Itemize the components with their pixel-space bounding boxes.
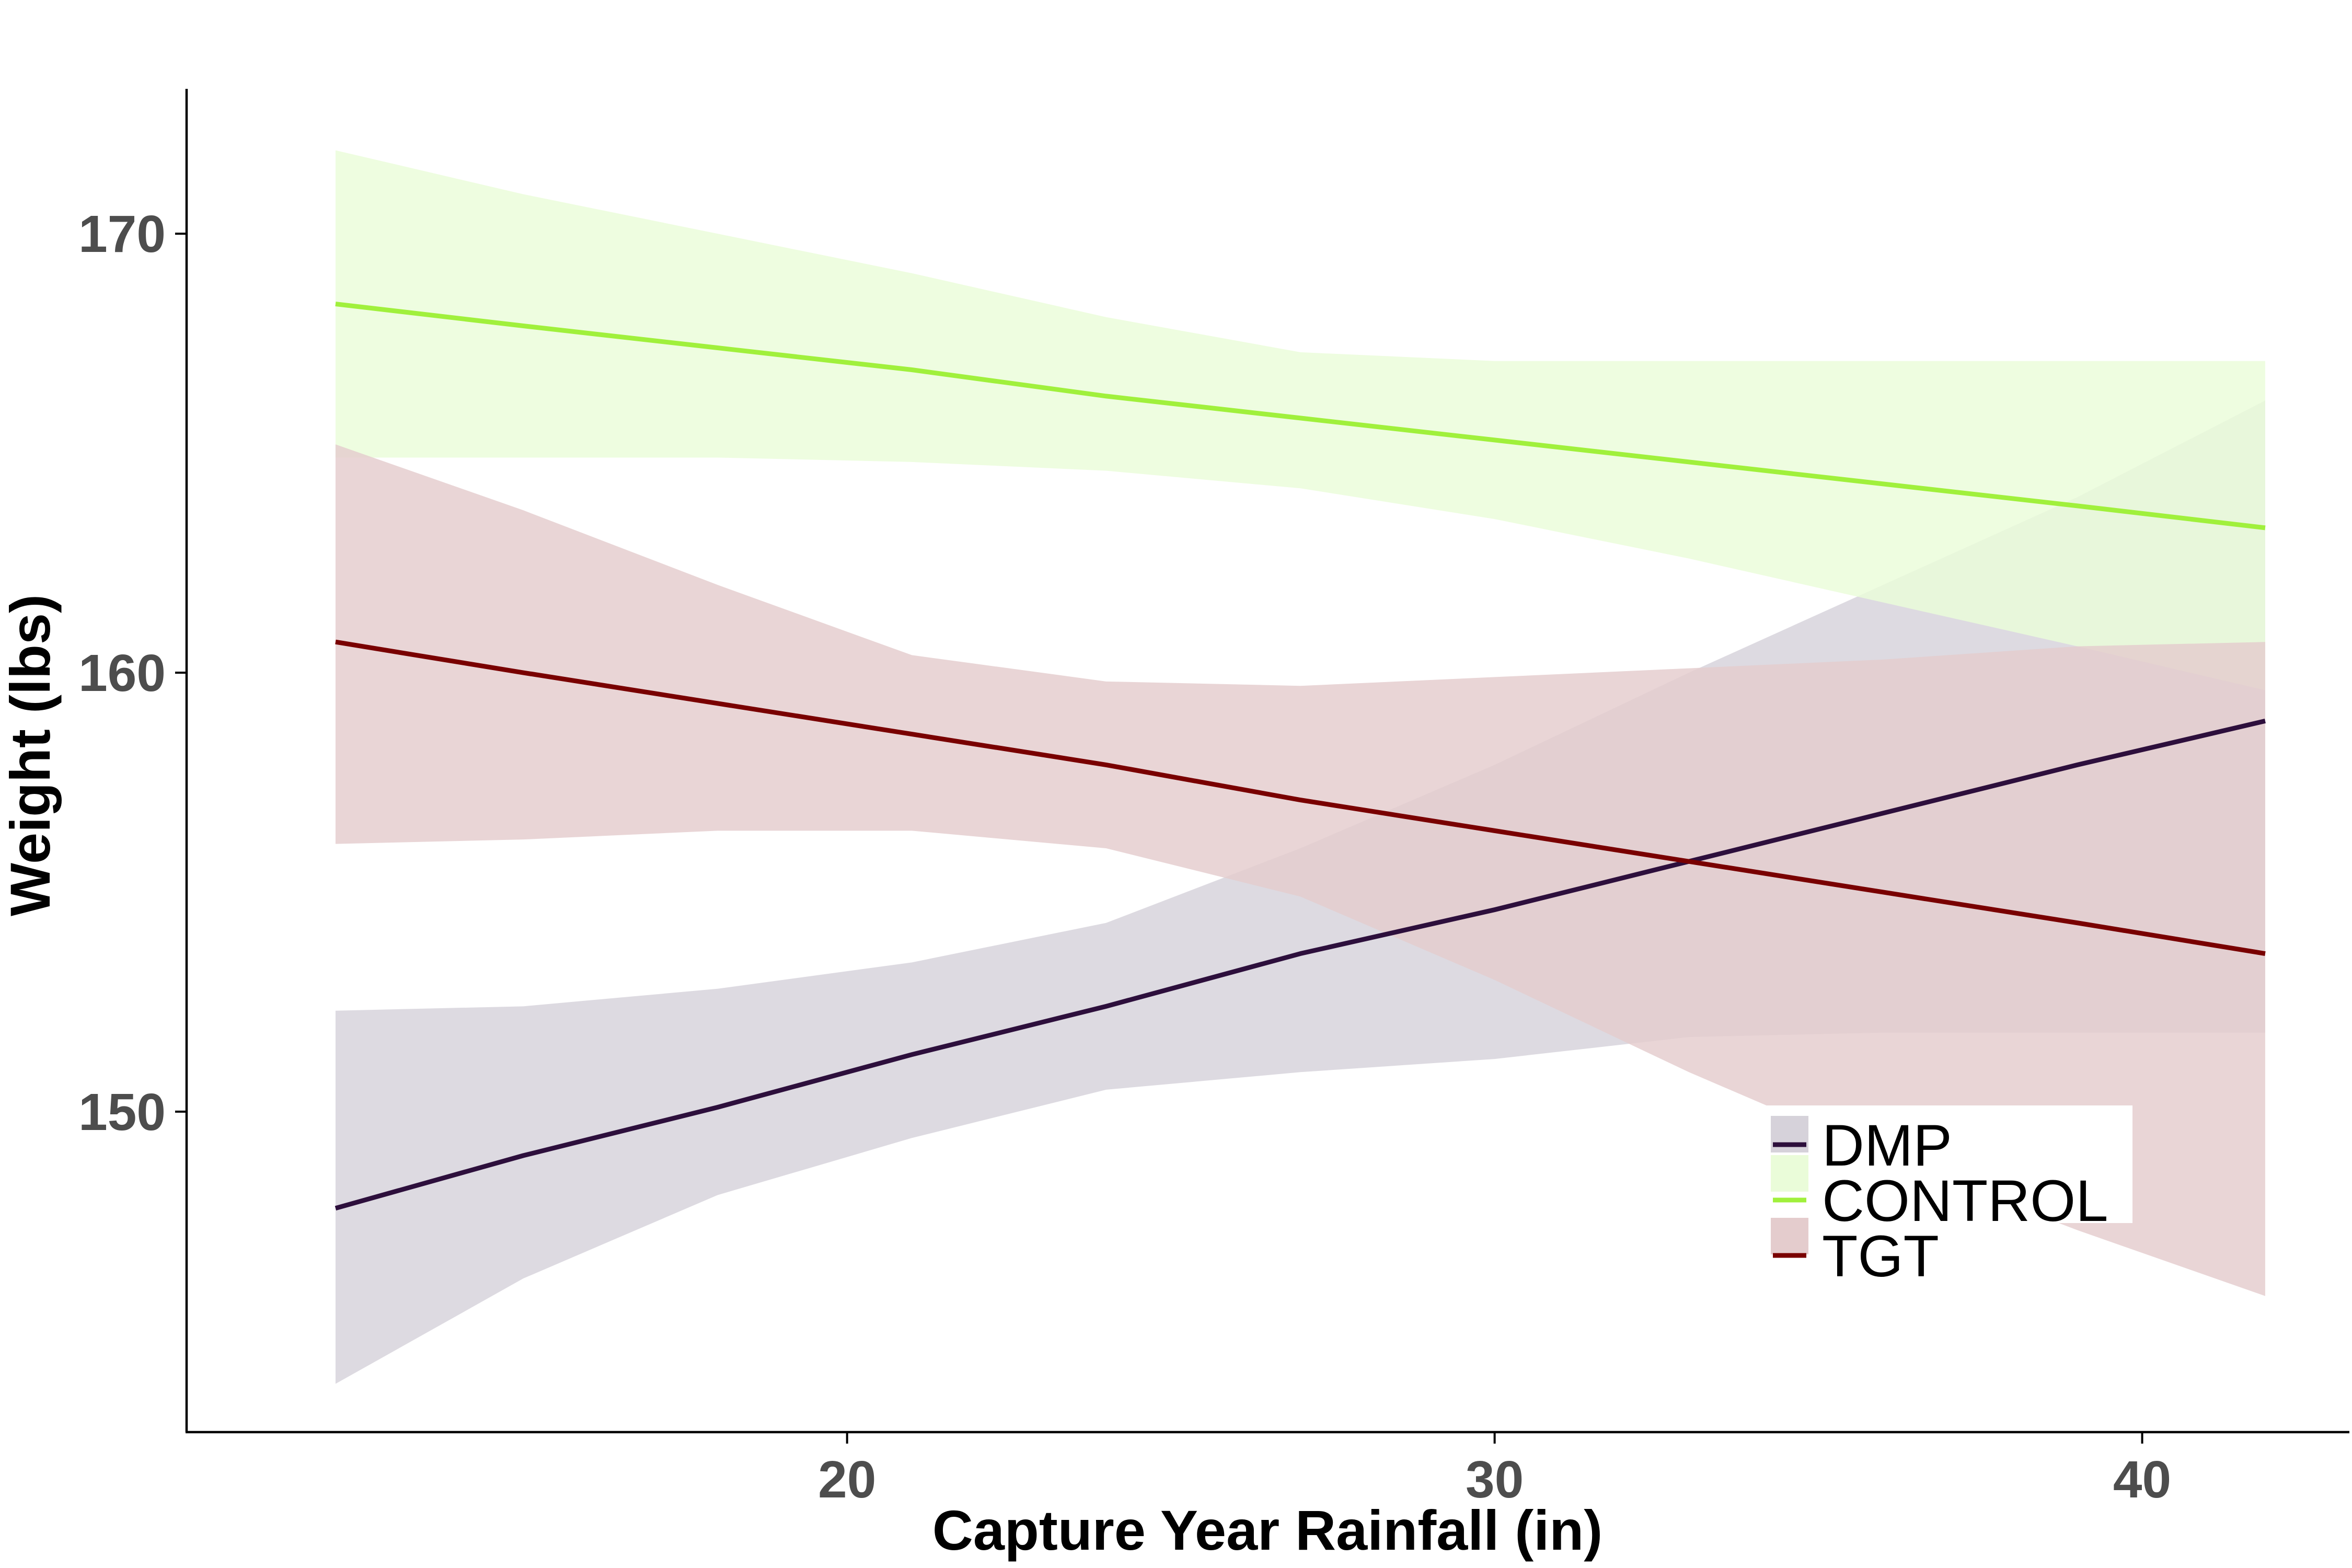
x-tick-label: 40 (2113, 1450, 2171, 1509)
ticks: 150 160 170 20 30 40 (78, 205, 2171, 1509)
y-axis-title: Weight (lbs) (0, 594, 62, 916)
series-lines (335, 302, 2266, 1210)
y-tick-label: 160 (78, 644, 166, 702)
x-tick-label: 20 (818, 1450, 876, 1509)
confidence-band-tgt (335, 444, 2265, 1296)
x-tick-label: 30 (1466, 1450, 1524, 1509)
legend-label-dmp: DMP (1822, 1113, 1952, 1178)
y-tick-label: 150 (78, 1083, 166, 1142)
legend-item-dmp: DMP (1771, 1113, 1952, 1178)
legend-band-swatch-tgt (1771, 1218, 1808, 1254)
y-tick-label: 170 (78, 205, 166, 263)
legend-band-swatch-control (1771, 1155, 1808, 1192)
series-line-tgt (335, 639, 2266, 956)
legend-label-control: CONTROL (1822, 1168, 2108, 1233)
legend-label-tgt: TGT (1822, 1224, 1939, 1289)
series-line-control (335, 302, 2266, 531)
series-line-dmp (335, 719, 2266, 1210)
legend-item-tgt: TGT (1771, 1218, 1939, 1289)
legend-background (1767, 1105, 2132, 1223)
legend-item-control: CONTROL (1771, 1155, 2108, 1233)
axes (185, 89, 2349, 1434)
x-axis-title: Capture Year Rainfall (in) (932, 1498, 1602, 1562)
legend: DMP CONTROL TGT (1767, 1105, 2132, 1289)
